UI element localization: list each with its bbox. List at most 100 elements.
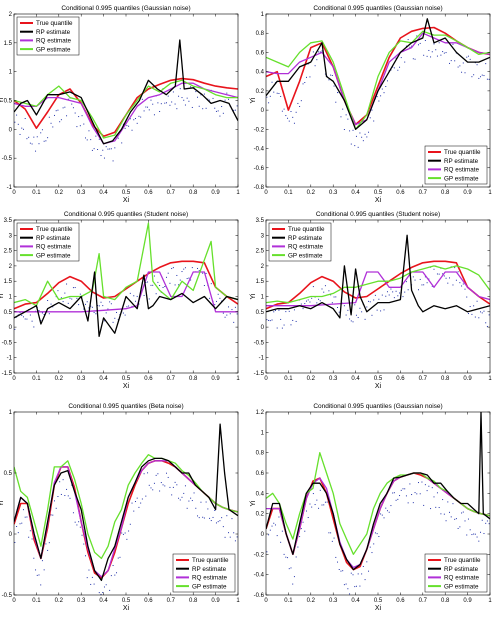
noise-point [150,284,152,286]
x-tick-label: 0.3 [77,190,86,196]
noise-point [48,542,50,544]
noise-point [210,283,212,285]
noise-point [24,118,26,120]
x-tick-label: 0 [264,376,268,382]
noise-point [105,312,107,314]
noise-point [148,298,150,300]
noise-point [176,274,178,276]
noise-point [354,145,356,147]
noise-point [295,111,297,113]
noise-point [442,499,444,501]
x-tick-label: 0.2 [55,190,64,196]
noise-point [17,532,19,534]
y-tick-label: 0 [9,127,13,133]
x-tick-label: 0.8 [189,598,198,604]
noise-point [411,45,413,47]
noise-point [41,312,43,314]
noise-point [474,316,476,318]
y-tick-label: 1.2 [256,410,265,416]
noise-point [488,523,490,525]
x-tick-label: 0.6 [144,376,153,382]
noise-point [364,133,366,135]
noise-point [140,116,142,118]
noise-point [105,146,107,148]
noise-point [202,108,204,110]
noise-point [292,116,294,118]
noise-point [467,518,469,520]
noise-point [103,157,105,159]
noise-point [337,306,339,308]
noise-point [53,114,55,116]
noise-point [305,300,307,302]
noise-point [402,296,404,298]
noise-point [91,576,93,578]
noise-point [179,88,181,90]
noise-point [36,574,38,576]
noise-point [62,479,64,481]
noise-point [319,489,321,491]
noise-point [457,527,459,529]
noise-point [481,519,483,521]
noise-point [83,543,85,545]
noise-point [19,312,21,314]
noise-point [234,540,236,542]
noise-point [304,530,306,532]
noise-point [119,556,121,558]
x-tick-label: 0 [12,190,16,196]
noise-point [229,313,231,315]
noise-point [165,472,167,474]
noise-point [207,98,209,100]
noise-point [114,147,116,149]
y-tick-label: -0.6 [254,166,265,172]
noise-point [43,569,45,571]
x-tick-label: 0.4 [99,376,108,382]
noise-point [462,62,464,64]
series-line-gp [14,79,238,139]
noise-point [359,307,361,309]
noise-point [316,302,318,304]
noise-point [373,543,375,545]
noise-point [369,301,371,303]
noise-point [88,307,90,309]
y-tick-label: 0 [9,325,13,331]
noise-point [478,77,480,79]
series-line-gp [266,265,490,304]
noise-point [174,284,176,286]
noise-point [28,136,30,138]
noise-point [430,508,432,510]
noise-point [171,268,173,270]
noise-point [98,305,100,307]
noise-point [354,586,356,588]
x-tick-label: 0.6 [144,598,153,604]
chart-title: Conditional 0.995 quantiles (Gaussian no… [313,403,442,410]
x-tick-label: 0.6 [396,598,405,604]
noise-point [436,492,438,494]
noise-point [474,533,476,535]
noise-point [457,271,459,273]
y-tick-label: 0.5 [256,310,265,316]
noise-point [50,514,52,516]
noise-point [22,509,24,511]
noise-point [148,484,150,486]
y-tick-label: 1 [9,410,13,416]
series-line-true [14,77,238,138]
noise-point [91,306,93,308]
y-tick-label: -0.5 [2,340,13,346]
noise-point [21,314,23,316]
noise-point [24,318,26,320]
noise-point [388,511,390,513]
noise-point [203,517,205,519]
noise-point [155,293,157,295]
y-tick-label: 2.5 [4,249,13,255]
y-tick-label: 1.5 [4,41,13,47]
plot-area [14,222,238,337]
noise-point [330,294,332,296]
series-line-rp [266,412,490,571]
noise-point [412,58,414,60]
legend-label-rq: RQ estimate [36,38,71,45]
noise-point [50,122,52,124]
noise-point [268,534,270,536]
noise-point [233,109,235,111]
noise-point [57,496,59,498]
